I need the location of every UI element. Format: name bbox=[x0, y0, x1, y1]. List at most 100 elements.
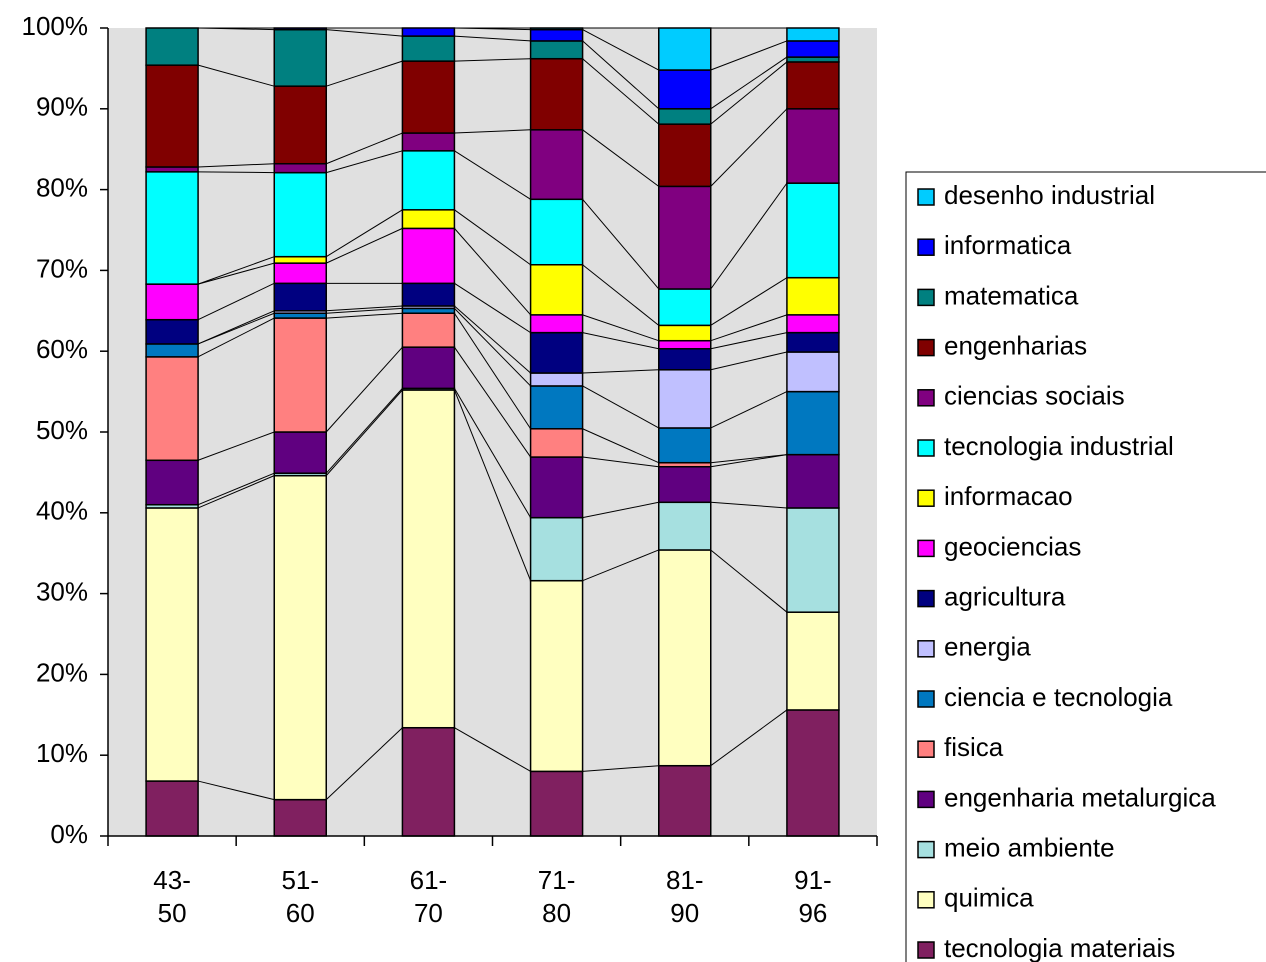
series-connector bbox=[454, 308, 531, 387]
series-connector bbox=[326, 227, 403, 264]
series-connector bbox=[198, 163, 275, 168]
legend-swatch bbox=[917, 539, 935, 558]
bar-segment bbox=[401, 60, 456, 134]
legend-swatch bbox=[917, 238, 935, 256]
bar-segment bbox=[145, 283, 199, 321]
bar-segment bbox=[401, 27, 456, 37]
series-connector bbox=[710, 108, 788, 187]
series-connector bbox=[582, 501, 659, 519]
series-connector bbox=[326, 150, 403, 174]
y-tick-label: 20% bbox=[36, 657, 88, 687]
series-connector bbox=[453, 312, 532, 430]
series-connector bbox=[197, 282, 275, 321]
series-connector bbox=[710, 61, 788, 125]
series-connector bbox=[197, 431, 275, 461]
legend-swatch bbox=[917, 891, 935, 909]
series-connector bbox=[454, 727, 531, 772]
series-connector bbox=[326, 60, 403, 87]
bar-segment bbox=[658, 501, 712, 551]
series-connector bbox=[582, 264, 660, 326]
series-connector bbox=[710, 501, 787, 509]
bar-segment bbox=[529, 516, 584, 582]
bar-segment bbox=[145, 459, 199, 506]
bar-segment bbox=[145, 27, 199, 66]
y-tick-label: 90% bbox=[36, 92, 88, 122]
x-tick-label: 51-60 bbox=[281, 865, 320, 928]
bar-segment bbox=[273, 85, 327, 165]
bar-segment bbox=[529, 372, 584, 387]
bar-segment bbox=[273, 171, 327, 258]
bar-segment bbox=[401, 346, 456, 390]
legend-label: informatica bbox=[944, 230, 1072, 260]
x-tick-label-box: 51-60 bbox=[281, 865, 320, 928]
bar-segment bbox=[145, 780, 199, 837]
plot-area bbox=[108, 28, 877, 836]
legend bbox=[905, 171, 1266, 962]
legend-swatch bbox=[917, 690, 935, 708]
series-connector bbox=[710, 351, 788, 371]
series-connector bbox=[582, 332, 659, 350]
bar-segment bbox=[401, 227, 456, 285]
bar-segment bbox=[658, 123, 712, 188]
series-connector bbox=[582, 765, 659, 772]
series-connector bbox=[710, 549, 788, 613]
series-connector bbox=[197, 475, 275, 509]
series-connector bbox=[453, 388, 532, 518]
series-connector bbox=[453, 389, 532, 581]
x-tick-label: 71-80 bbox=[537, 865, 576, 928]
legend-label: energia bbox=[944, 632, 1031, 662]
bar-segment bbox=[145, 356, 199, 462]
legend-swatch bbox=[917, 288, 935, 307]
x-tick-label: 43-50 bbox=[153, 865, 191, 928]
legend-swatch bbox=[917, 941, 935, 959]
series-connector bbox=[198, 171, 275, 174]
bar-segment bbox=[401, 282, 456, 307]
bar-segment bbox=[658, 339, 712, 350]
legend-swatch bbox=[917, 389, 935, 407]
bar-segment bbox=[786, 27, 840, 42]
bar-segment bbox=[145, 318, 199, 345]
bar-segment bbox=[786, 453, 840, 509]
legend-swatch bbox=[917, 589, 935, 608]
series-connector bbox=[582, 29, 659, 71]
series-connector bbox=[197, 256, 275, 285]
bar-segment bbox=[529, 57, 584, 131]
bar-segment bbox=[786, 507, 840, 613]
bar-segment bbox=[658, 549, 712, 767]
legend-label: geociencias bbox=[944, 531, 1081, 561]
bar-segment bbox=[658, 324, 712, 342]
series-connector bbox=[325, 388, 403, 474]
series-connector bbox=[454, 129, 531, 134]
legend-label: fisica bbox=[944, 732, 1004, 762]
x-tick-label: 81-90 bbox=[665, 865, 704, 928]
bar-segment bbox=[786, 709, 840, 837]
bar-segment bbox=[273, 27, 327, 31]
y-tick-label: 80% bbox=[36, 172, 88, 202]
series-connector bbox=[454, 228, 531, 316]
legend-label: matematica bbox=[944, 280, 1079, 310]
legend-label: agricultura bbox=[944, 581, 1066, 611]
legend-label: tecnologia industrial bbox=[944, 431, 1174, 461]
bar-segment bbox=[529, 456, 584, 519]
series-connector bbox=[710, 182, 788, 290]
bar-segment bbox=[145, 343, 199, 358]
bar-segment bbox=[658, 108, 712, 125]
legend-swatch bbox=[917, 439, 935, 457]
series-connector bbox=[582, 456, 659, 468]
marks bbox=[145, 27, 840, 837]
series-connector bbox=[325, 389, 403, 476]
y-tick-label: 60% bbox=[36, 334, 88, 364]
series-connector bbox=[197, 64, 275, 87]
legend-label: informacao bbox=[944, 481, 1073, 511]
series-connector bbox=[325, 209, 403, 258]
bar-segment bbox=[529, 331, 584, 374]
bar-segment bbox=[401, 312, 456, 348]
legend-swatch bbox=[917, 790, 935, 809]
bar-segment bbox=[658, 185, 712, 290]
series-connector bbox=[454, 58, 531, 62]
y-tick-label: 0% bbox=[50, 819, 88, 849]
x-tick-label-box: 71-80 bbox=[537, 865, 576, 928]
series-connector bbox=[197, 262, 275, 285]
bar-segment bbox=[529, 129, 584, 201]
bar-segment bbox=[529, 579, 584, 773]
